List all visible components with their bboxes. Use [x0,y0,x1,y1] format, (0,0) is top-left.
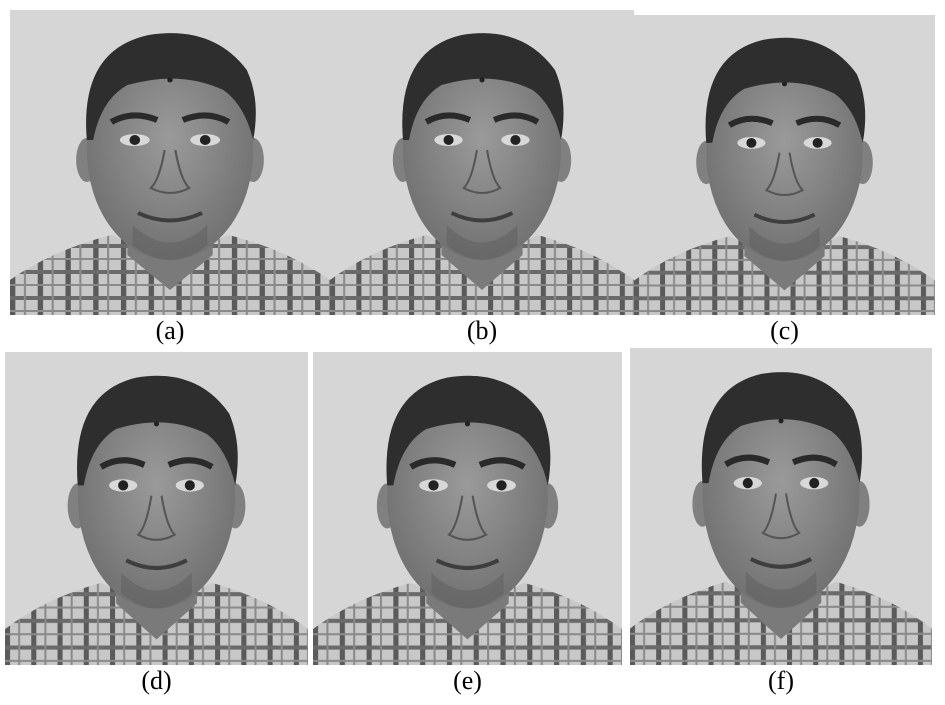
photo-panel: (d) [5,352,308,695]
panel-label: (c) [770,316,799,345]
face-photo [634,15,935,315]
figure: (a) (b) (c) (d) (e) (f) [0,0,945,700]
panel-label: (b) [467,316,497,345]
panel-label: (d) [141,666,171,695]
panel-label: (e) [453,666,482,695]
face-photo [10,10,330,315]
photo-panel: (c) [634,15,935,345]
photo-panel: (a) [10,10,330,345]
face-photo [5,352,308,665]
panel-label: (f) [768,666,794,695]
face-photo [330,10,634,315]
face-photo [630,348,932,665]
photo-panel: (b) [330,10,634,345]
photo-panel: (e) [313,352,622,695]
photo-panel: (f) [630,348,932,695]
panel-label: (a) [156,316,185,345]
face-photo [313,352,622,665]
panel-grid: (a) (b) (c) (d) (e) (f) [5,10,935,695]
